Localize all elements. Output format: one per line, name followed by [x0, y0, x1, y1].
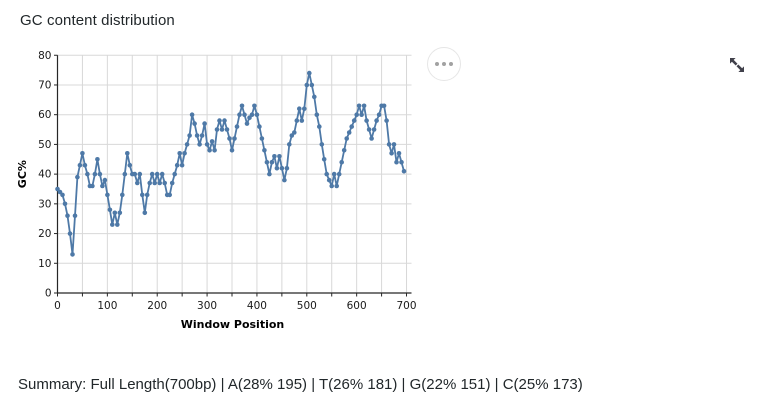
svg-text:0: 0	[45, 288, 52, 300]
ellipsis-icon	[441, 61, 447, 67]
ellipsis-icon	[434, 61, 440, 67]
svg-text:300: 300	[197, 300, 217, 312]
svg-text:60: 60	[38, 109, 51, 121]
svg-text:600: 600	[347, 300, 367, 312]
svg-text:400: 400	[247, 300, 267, 312]
svg-text:Window Position: Window Position	[181, 318, 285, 331]
svg-text:GC%: GC%	[16, 160, 29, 188]
svg-text:0: 0	[54, 300, 61, 312]
sequence-summary: Summary: Full Length(700bp) | A(28% 195)…	[18, 376, 583, 393]
svg-text:200: 200	[147, 300, 167, 312]
svg-text:100: 100	[97, 300, 117, 312]
expand-button[interactable]	[726, 54, 748, 76]
expand-arrows-icon	[730, 58, 744, 72]
svg-text:10: 10	[38, 258, 51, 270]
svg-text:20: 20	[38, 228, 51, 240]
svg-text:30: 30	[38, 198, 51, 210]
svg-text:50: 50	[38, 139, 51, 151]
svg-text:80: 80	[38, 50, 51, 62]
more-options-button[interactable]	[427, 47, 461, 81]
page-title: GC content distribution	[20, 12, 175, 29]
svg-text:700: 700	[396, 300, 416, 312]
ellipsis-icon	[448, 61, 454, 67]
svg-text:40: 40	[38, 169, 51, 181]
gc-content-line-chart: 0 100 200 300 400 500 600 700 0 10 20 30 40 50 60 70 80 W…	[16, 50, 417, 331]
svg-text:70: 70	[38, 79, 51, 91]
svg-text:500: 500	[297, 300, 317, 312]
